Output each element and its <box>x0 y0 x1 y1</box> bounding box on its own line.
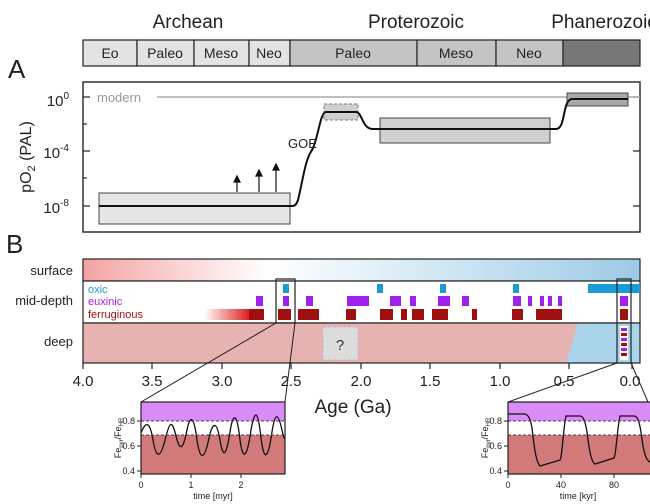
goe-label: GOE <box>288 136 317 151</box>
x-tick-label: 1.0 <box>490 373 511 390</box>
svg-text:Fepyr/FeHR: Fepyr/FeHR <box>480 417 492 458</box>
inset-left-y-label: Fepyr/FeHR <box>113 417 125 458</box>
era-neoproterozoic-box <box>495 39 564 67</box>
deep-oxic-region <box>566 323 640 363</box>
eon-archean-label: Archean <box>153 12 224 33</box>
era-label: Paleo <box>335 45 371 61</box>
era-bar <box>82 39 641 67</box>
ferruginous-gradient-block <box>204 309 249 320</box>
unknown-deep-box <box>322 326 359 361</box>
x-tick-label: 2.5 <box>281 373 302 390</box>
svg-text:Fepyr/FeHR: Fepyr/FeHR <box>113 417 125 458</box>
x-tick-label: 2.0 <box>351 373 372 390</box>
inset-right-x-tick: 0 <box>505 480 510 490</box>
inset-right-y-tick: 0.6 <box>489 441 502 451</box>
era-label: Neo <box>256 45 282 61</box>
row-label-surface: surface <box>30 263 73 278</box>
zoom-connectors <box>140 322 649 403</box>
x-tick-label: 3.0 <box>212 373 233 390</box>
inset-left-x-tick: 0 <box>138 480 143 490</box>
row-label-mid-depth: mid-depth <box>15 293 73 308</box>
era-label: Neo <box>516 45 542 61</box>
legend-oxic: oxic <box>88 284 108 296</box>
o2-trajectory-line <box>99 98 628 207</box>
x-axis-title: Age (Ga) <box>314 397 391 418</box>
zoom-box-archean <box>275 278 296 324</box>
legend-euxinic: euxinic <box>88 296 123 308</box>
era-label: Paleo <box>147 45 183 61</box>
era-mesoproterozoic-box <box>416 39 497 67</box>
inset-right <box>504 401 650 478</box>
era-label: Meso <box>439 45 473 61</box>
y-tick-label: 10-4 <box>43 143 69 162</box>
inset-left-y-tick: 0.8 <box>122 416 135 426</box>
x-tick-label: 0.0 <box>620 373 641 390</box>
ferruginous-intervals <box>249 309 628 320</box>
zoom-box-phanerozoic <box>616 278 632 364</box>
modern-label: modern <box>97 90 141 105</box>
deep-anoxic-region <box>83 323 640 363</box>
inset-right-y-tick: 0.8 <box>489 416 502 426</box>
archean-o2-range-box <box>98 192 291 225</box>
inset-left-x-tick: 1 <box>188 480 193 490</box>
whiff-arrows <box>233 162 280 192</box>
euxinic-intervals <box>256 296 628 306</box>
y-tick-label: 100 <box>47 91 70 110</box>
era-mesoarchean-box <box>193 39 250 67</box>
oxic-intervals <box>283 284 640 293</box>
eon-proterozoic-label: Proterozoic <box>368 12 464 33</box>
x-tick-label: 1.5 <box>420 373 441 390</box>
surface-redox-bar <box>82 258 641 282</box>
inset-right-x-tick: 80 <box>609 480 619 490</box>
eon-phanerozoic-label: Phanerozoic <box>551 12 650 33</box>
x-tick-label: 3.5 <box>142 373 163 390</box>
era-label: Meso <box>204 45 238 61</box>
era-phanerozoic-box <box>562 39 641 67</box>
inset-right-x-label: time [kyr] <box>560 491 597 501</box>
era-paleoarchean-box <box>136 39 195 67</box>
inset-right-x-tick: 40 <box>556 480 566 490</box>
proterozoic-o2-range-box <box>379 117 551 144</box>
inset-right-y-tick: 0.4 <box>489 466 502 476</box>
panel-a-label: A <box>8 54 26 84</box>
y-tick-label: 10-8 <box>43 198 69 217</box>
unknown-mark: ? <box>336 337 344 354</box>
era-paleoproterozoic-box <box>289 39 418 67</box>
inset-left <box>137 401 286 478</box>
inset-left-y-tick: 0.6 <box>122 441 135 451</box>
svg-text:pO2 (PAL): pO2 (PAL) <box>18 121 38 193</box>
inset-left-x-tick: 2 <box>238 480 243 490</box>
panel-b-label: B <box>6 229 23 259</box>
inset-left-x-label: time [myr] <box>193 491 233 501</box>
inset-right-y-label: Fepyr/FeHR <box>480 417 492 458</box>
phanerozoic-deep-stripes <box>620 326 628 360</box>
era-label: Eo <box>101 45 118 61</box>
panel-a-y-axis-label: pO2 (PAL) <box>18 121 38 193</box>
x-tick-label: 4.0 <box>73 373 94 390</box>
inset-left-y-tick: 0.4 <box>122 466 135 476</box>
row-label-deep: deep <box>44 334 73 349</box>
era-eoarchean-box <box>82 39 138 67</box>
legend-ferruginous: ferruginous <box>88 309 144 321</box>
